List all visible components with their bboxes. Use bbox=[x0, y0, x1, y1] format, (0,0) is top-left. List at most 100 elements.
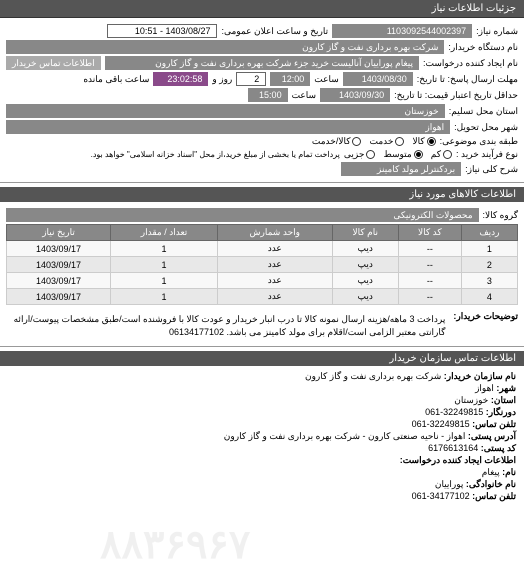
remaining-value: 23:02:58 bbox=[153, 72, 208, 86]
table-cell: دیپ bbox=[332, 241, 398, 257]
watermark: ۸۸۳۶۹۶۷ bbox=[100, 522, 250, 568]
contact-section: نام سازمان خریدار: شرکت بهره برداری نفت … bbox=[0, 366, 524, 507]
table-cell: عدد bbox=[218, 241, 333, 257]
table-cell: 2 bbox=[461, 257, 517, 273]
announce-field: 1403/08/27 - 10:51 bbox=[107, 24, 217, 38]
radio-high[interactable]: جزیی bbox=[344, 149, 376, 160]
table-cell: 1403/09/17 bbox=[7, 289, 111, 305]
postal-value: 6176613164 bbox=[428, 443, 478, 453]
deadline-review-label: حداقل تاریخ اعتبار قیمت: تا تاریخ: bbox=[394, 90, 518, 101]
table-cell: 1 bbox=[111, 257, 218, 273]
page-header: جزئیات اطلاعات نیاز bbox=[0, 0, 524, 18]
city-field: اهواز bbox=[6, 120, 450, 134]
col-name: نام کالا bbox=[332, 225, 398, 241]
radio-service[interactable]: خدمت bbox=[369, 136, 404, 147]
org-label: نام سازمان خریدار: bbox=[444, 371, 516, 381]
goods-section: گروه کالا: محصولات الکترونیکی ردیف کد کا… bbox=[0, 202, 524, 347]
desc-field: بردکنترلر مولد کامینز bbox=[341, 162, 461, 176]
table-cell: عدد bbox=[218, 257, 333, 273]
deadline-send-date: 1403/08/30 bbox=[343, 72, 413, 86]
table-cell: عدد bbox=[218, 273, 333, 289]
table-cell: دیپ bbox=[332, 273, 398, 289]
table-row: 1--دیپعدد11403/09/17 bbox=[7, 241, 518, 257]
radio-goods[interactable]: کالا bbox=[412, 136, 435, 147]
buyer-field: شرکت بهره برداری نفت و گاز کارون bbox=[6, 40, 444, 54]
address-label: آدرس پستی: bbox=[468, 431, 516, 441]
table-cell: 1403/09/17 bbox=[7, 273, 111, 289]
col-unit: واحد شمارش bbox=[218, 225, 333, 241]
deadline-review-date: 1403/09/30 bbox=[320, 88, 390, 102]
table-cell: 1403/09/17 bbox=[7, 241, 111, 257]
radio-dot-icon bbox=[352, 137, 361, 146]
days-label: روز و bbox=[212, 74, 232, 85]
phone-label: تلفن تماس: bbox=[472, 419, 516, 429]
fax-value: 32249815-061 bbox=[425, 407, 483, 417]
radio-dot-icon bbox=[395, 137, 404, 146]
buyer-label: نام دستگاه خریدار: bbox=[448, 42, 518, 53]
time-label-1: ساعت bbox=[314, 74, 339, 85]
radio-dot-icon bbox=[443, 150, 452, 159]
contact-province-value: خوزستان bbox=[454, 395, 488, 405]
days-value: 2 bbox=[236, 72, 266, 86]
buyer-contact-button[interactable]: اطلاعات تماس خریدار bbox=[6, 56, 101, 70]
remaining-label: ساعت باقی مانده bbox=[83, 74, 149, 85]
col-code: کد کالا bbox=[398, 225, 461, 241]
table-cell: 1 bbox=[111, 241, 218, 257]
creator-phone-label: تلفن تماس: bbox=[472, 491, 516, 501]
postal-label: کد پستی: bbox=[481, 443, 516, 453]
contact-city-label: شهر: bbox=[496, 383, 516, 393]
goods-header: اطلاعات کالاهای مورد نیاز bbox=[0, 187, 524, 202]
fax-label: دورنگار: bbox=[486, 407, 516, 417]
col-date: تاریخ نیاز bbox=[7, 225, 111, 241]
col-row: ردیف bbox=[461, 225, 517, 241]
province-field: خوزستان bbox=[6, 104, 445, 118]
radio-dot-icon bbox=[366, 150, 375, 159]
name-value: پیغام bbox=[482, 467, 500, 477]
notes-value: پرداخت 3 ماهه/هزینه ارسال نمونه کالا تا … bbox=[6, 311, 449, 340]
radio-goods-service[interactable]: کالا/خدمت bbox=[312, 136, 362, 147]
notes-label: توضیحات خریدار: bbox=[453, 311, 518, 322]
col-qty: تعداد / مقدار bbox=[111, 225, 218, 241]
city-label: شهر محل تحویل: bbox=[454, 122, 518, 133]
contact-city-value: اهواز bbox=[475, 383, 494, 393]
table-cell: -- bbox=[398, 241, 461, 257]
table-cell: -- bbox=[398, 257, 461, 273]
table-row: 2--دیپعدد11403/09/17 bbox=[7, 257, 518, 273]
deadline-send-time: 12:00 bbox=[270, 72, 310, 86]
family-value: پوراییان bbox=[435, 479, 464, 489]
priority-radio-group: کم متوسط جزیی bbox=[344, 149, 452, 160]
radio-low[interactable]: کم bbox=[431, 149, 452, 160]
address-value: اهواز - ناحیه صنعتی کارون - شرکت بهره بر… bbox=[224, 431, 466, 441]
table-cell: -- bbox=[398, 273, 461, 289]
goods-table: ردیف کد کالا نام کالا واحد شمارش تعداد /… bbox=[6, 224, 518, 305]
time-label-2: ساعت bbox=[292, 90, 317, 101]
table-row: 3--دیپعدد11403/09/17 bbox=[7, 273, 518, 289]
creator-header: اطلاعات ایجاد کننده درخواست: bbox=[8, 455, 516, 466]
page-title: جزئیات اطلاعات نیاز bbox=[432, 3, 516, 14]
request-info-section: شماره نیاز: 1103092544002397 تاریخ و ساع… bbox=[0, 18, 524, 183]
creator-phone-value: 34177102-061 bbox=[412, 491, 470, 501]
classification-radio-group: کالا خدمت کالا/خدمت bbox=[312, 136, 436, 147]
group-field: محصولات الکترونیکی bbox=[6, 208, 479, 222]
phone-value: 32249815-061 bbox=[412, 419, 470, 429]
priority-label: نوع فرآیند خرید : bbox=[456, 149, 518, 160]
desc-label: شرح کلی نیاز: bbox=[465, 164, 518, 175]
requester-label: نام ایجاد کننده درخواست: bbox=[423, 58, 518, 69]
table-cell: 1403/09/17 bbox=[7, 257, 111, 273]
province-label: استان محل تسلیم: bbox=[449, 106, 518, 117]
table-row: 4--دیپعدد11403/09/17 bbox=[7, 289, 518, 305]
table-cell: 1 bbox=[111, 273, 218, 289]
request-no-field: 1103092544002397 bbox=[332, 24, 472, 38]
requester-field: پیغام پوراییان آنالیست خرید جزء شرکت بهر… bbox=[105, 56, 419, 70]
group-label: گروه کالا: bbox=[483, 210, 518, 221]
radio-med[interactable]: متوسط bbox=[383, 149, 422, 160]
contact-header: اطلاعات تماس سازمان خریدار bbox=[0, 351, 524, 366]
radio-dot-icon bbox=[414, 150, 423, 159]
deadline-review-time: 15:00 bbox=[248, 88, 288, 102]
name-label: نام: bbox=[502, 467, 516, 477]
table-cell: 3 bbox=[461, 273, 517, 289]
announce-label: تاریخ و ساعت اعلان عمومی: bbox=[221, 26, 328, 37]
org-value: شرکت بهره برداری نفت و گاز کارون bbox=[305, 371, 441, 381]
table-cell: 4 bbox=[461, 289, 517, 305]
table-cell: دیپ bbox=[332, 289, 398, 305]
